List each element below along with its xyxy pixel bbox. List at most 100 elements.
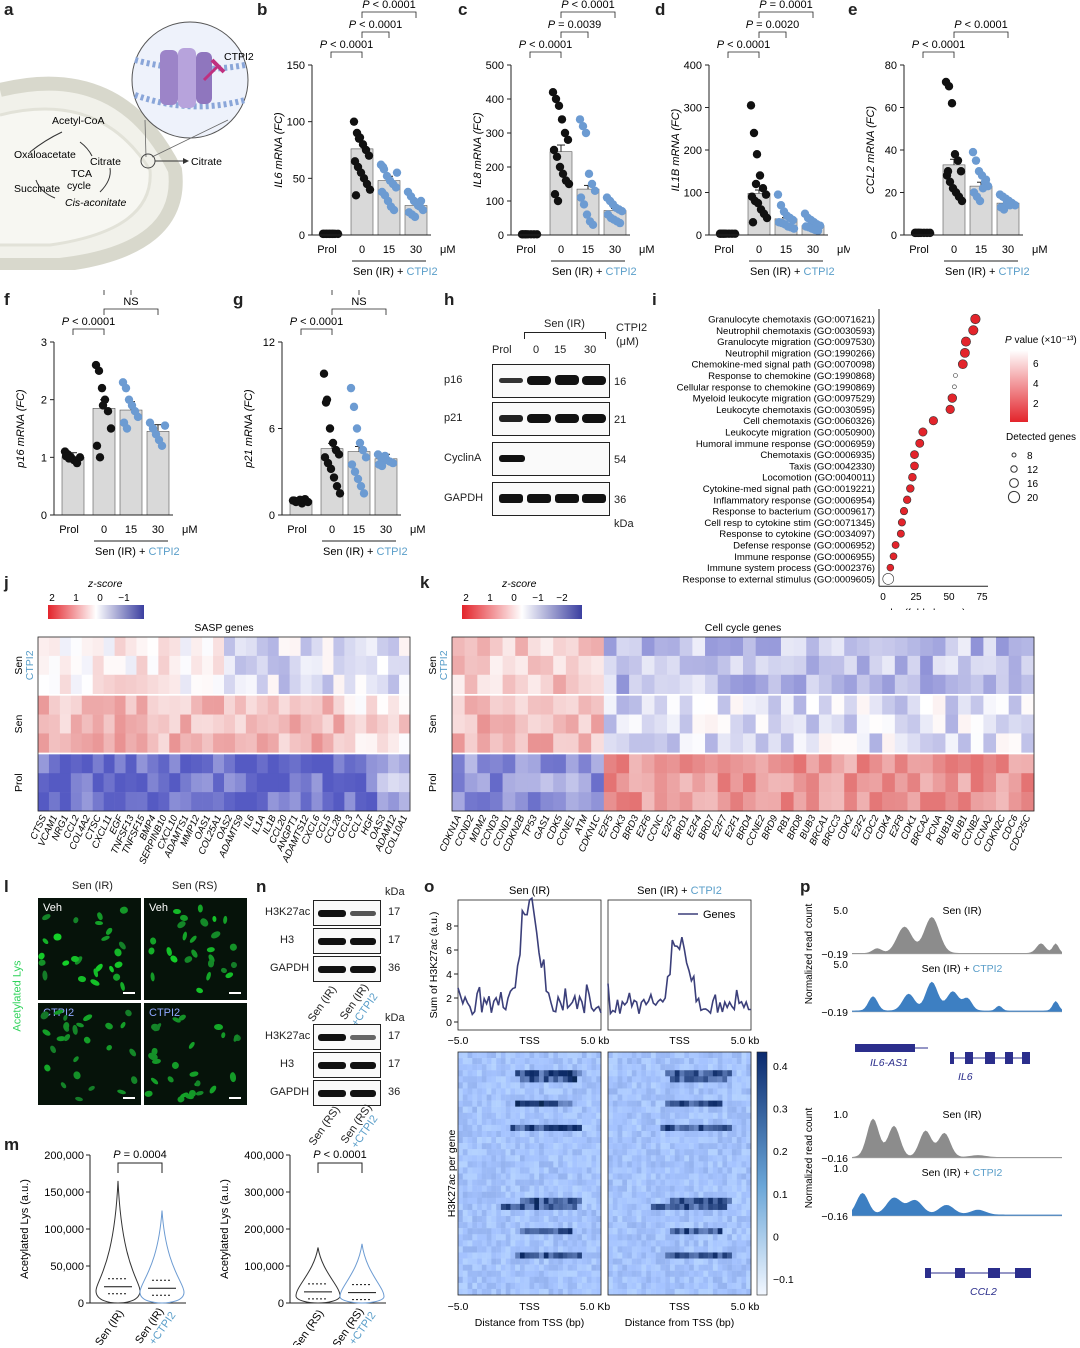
heatmap-cell — [464, 733, 478, 753]
heatmap-cell — [636, 1179, 642, 1186]
gene-model-il6as1 — [855, 1044, 915, 1052]
heatmap-cell — [617, 1124, 623, 1132]
heatmap-cell — [562, 1082, 568, 1089]
heatmap-cell — [505, 1234, 511, 1241]
heatmap-cell — [869, 655, 883, 676]
heatmap-cell — [591, 1100, 597, 1107]
y-tick-label: 3 — [41, 337, 47, 349]
heatmap-cell — [92, 792, 104, 812]
coverage-track — [852, 981, 1062, 1012]
heatmap-cell — [669, 1082, 675, 1089]
heatmap-cell — [300, 754, 312, 774]
heatmap-cell — [996, 754, 1009, 774]
heatmap-cell — [529, 1112, 535, 1120]
heatmap-cell — [722, 1082, 728, 1089]
tca-label-oxaloacetate: Oxaloacetate — [14, 149, 76, 161]
heatmap-cell — [591, 754, 605, 774]
heatmap-cell — [907, 773, 921, 793]
heatmap-cell — [486, 1209, 492, 1217]
nucleus — [96, 911, 105, 922]
heatmap-cell — [650, 1282, 656, 1290]
heatmap-cell — [366, 655, 378, 676]
heatmap-cell — [491, 1143, 497, 1150]
heatmap-cell — [539, 1100, 544, 1107]
heatmap-cell — [793, 637, 807, 657]
heatmap-cell — [577, 1112, 583, 1120]
heatmap-cell — [612, 1258, 618, 1265]
heatmap-cell — [529, 1288, 535, 1296]
heatmap-cell — [458, 1185, 463, 1192]
heatmap-cell — [708, 1258, 714, 1265]
pvalue-bracket — [560, 11, 616, 18]
heatmap-cell — [519, 1118, 525, 1126]
heatmap-cell — [562, 1100, 568, 1107]
heatmap-cell — [92, 655, 104, 676]
heatmap-cell — [496, 1130, 502, 1138]
heatmap-cell — [500, 1064, 506, 1071]
heatmap-cell — [608, 1100, 613, 1107]
heatmap-cell — [500, 1264, 506, 1271]
heatmap-cell — [534, 1185, 540, 1192]
heatmap-cell — [224, 695, 236, 715]
heatmap-cell — [500, 1173, 506, 1180]
heatmap-cell — [496, 1058, 502, 1065]
heatmap-cell — [669, 1191, 675, 1198]
nucleus — [100, 934, 111, 943]
size-legend-tick: 20 — [1027, 493, 1039, 504]
heatmap-cell — [114, 733, 126, 753]
heatmap-cell — [746, 1240, 752, 1247]
heatmap-cell — [660, 1216, 666, 1223]
heatmap-cell — [727, 1228, 733, 1235]
heatmap-cell — [539, 1240, 544, 1247]
heatmap-cell — [464, 637, 478, 657]
heatmap-cell — [543, 1246, 549, 1253]
heatmap-cell — [693, 1203, 699, 1211]
heatmap-cell — [655, 1282, 661, 1290]
blot-row-kda: 17 — [388, 906, 401, 918]
heatmap-cell — [806, 637, 820, 657]
heatmap-cell — [311, 773, 323, 793]
heatmap-cell — [708, 1130, 714, 1138]
heatmap-cell — [500, 1258, 506, 1265]
y-tick-label: 100 — [684, 188, 702, 200]
heatmap-cell — [491, 1252, 497, 1259]
heatmap-cell — [472, 1058, 478, 1065]
heatmap-cell — [48, 637, 61, 657]
heatmap-cell — [708, 1179, 714, 1186]
heatmap-cell — [581, 1222, 587, 1229]
heatmap-cell — [213, 674, 225, 694]
heatmap-cell — [612, 1288, 618, 1296]
heatmap-cell — [722, 1252, 728, 1259]
heatmap-cell — [519, 1209, 525, 1217]
group-label: Sen (IR) + CTPI2 — [353, 266, 438, 278]
heatmap-cell — [882, 637, 896, 657]
heatmap-cell — [608, 1179, 613, 1186]
heatmap-cell — [548, 1118, 554, 1126]
heatmap-cell — [693, 1216, 699, 1223]
heatmap-cell — [641, 1100, 647, 1107]
heatmap-cell — [654, 674, 668, 694]
heatmap-cell — [572, 1234, 578, 1241]
heatmap-cell — [882, 674, 896, 694]
heatmap-cell — [458, 1161, 463, 1168]
data-point — [349, 117, 359, 126]
heatmap-cell — [712, 1143, 718, 1150]
heatmap-cell — [717, 1222, 723, 1229]
heatmap-cell — [727, 1258, 733, 1265]
heatmap-cell — [741, 1252, 747, 1259]
heatmap-cell — [712, 1137, 718, 1144]
heatmap-cell — [641, 1185, 647, 1192]
heatmap-cell — [577, 1240, 583, 1247]
heatmap-cell — [300, 733, 312, 753]
heatmap-cell — [510, 1052, 516, 1059]
legend-tick: 0 — [511, 593, 517, 604]
heatmap-cell — [539, 1161, 544, 1168]
heatmap-cell — [519, 1161, 525, 1168]
nucleus — [62, 1032, 72, 1043]
heatmap-cell — [736, 1179, 742, 1186]
heatmap-cell — [467, 1130, 473, 1138]
heatmap-cell — [562, 1149, 568, 1156]
heatmap-cell — [674, 1240, 680, 1247]
heatmap-cell — [553, 1252, 559, 1259]
heatmap-cell — [481, 1100, 487, 1107]
